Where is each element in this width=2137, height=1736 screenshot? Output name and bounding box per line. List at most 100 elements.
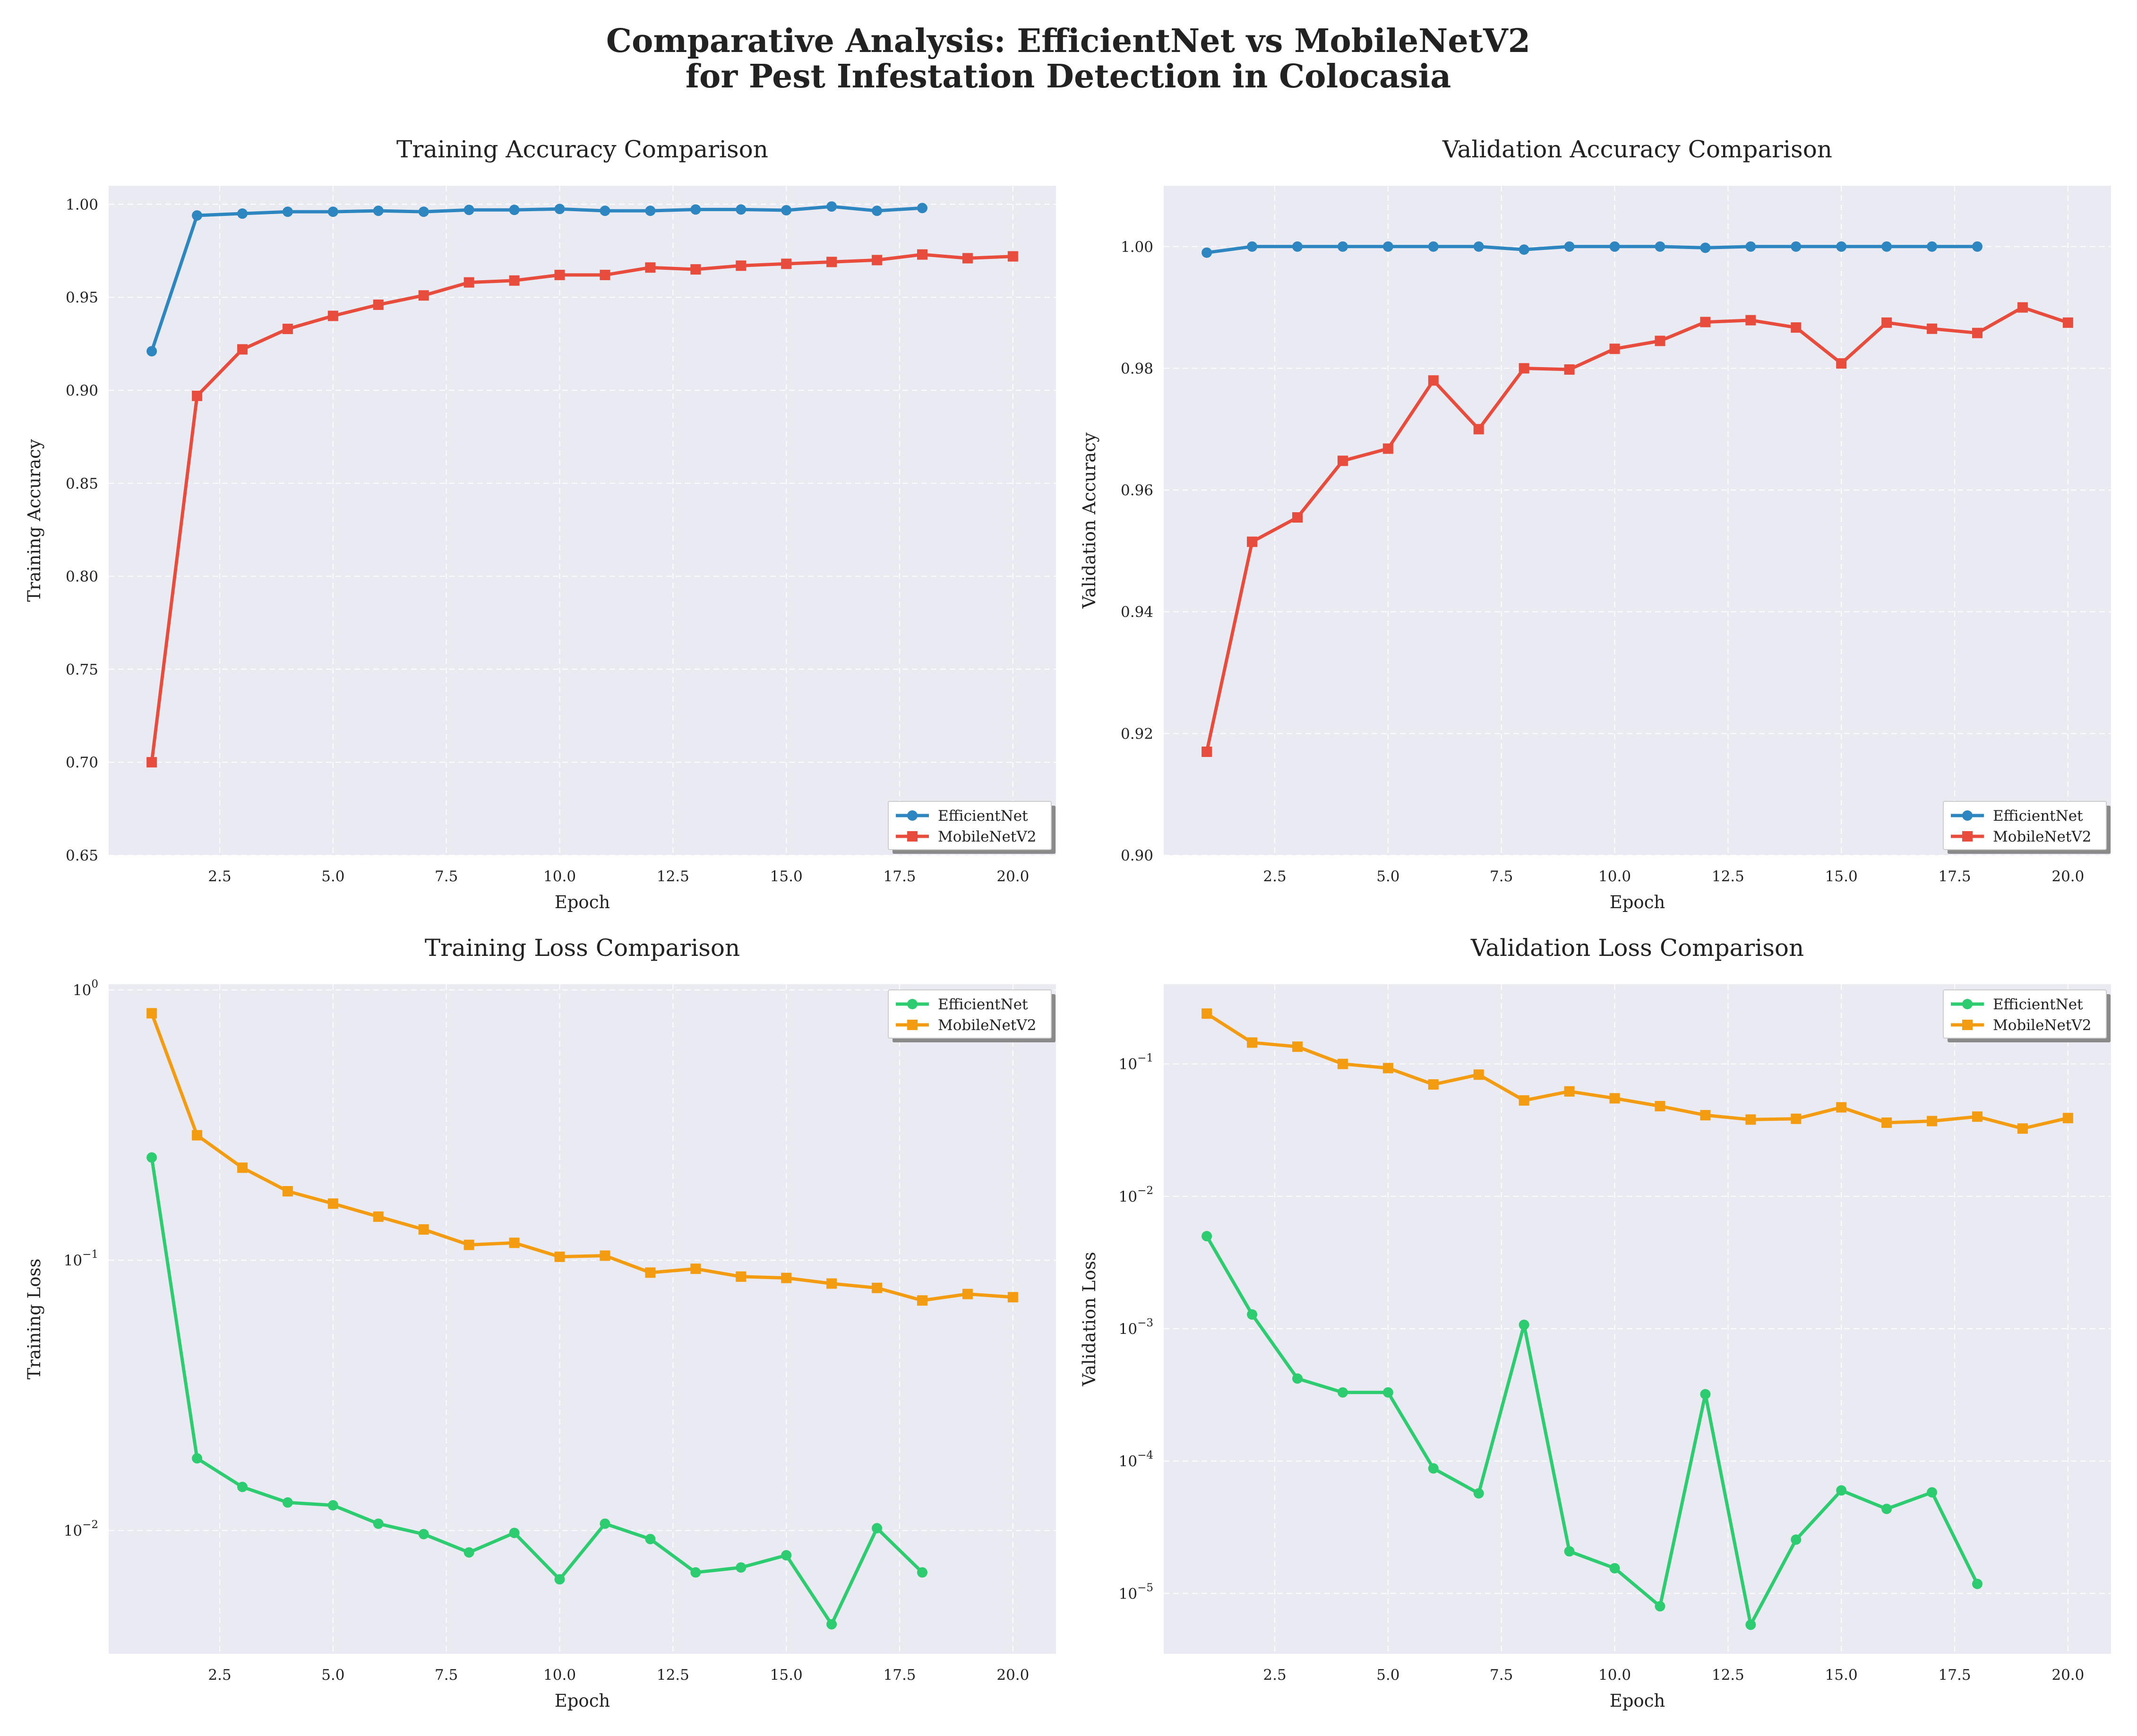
data-point	[690, 1263, 701, 1274]
data-point	[872, 1523, 883, 1534]
data-point	[826, 257, 837, 267]
data-point	[509, 205, 520, 215]
legend-marker	[907, 1020, 918, 1030]
data-point	[1881, 241, 1892, 252]
data-point	[1836, 358, 1847, 369]
series-mobilenetv2	[146, 249, 1018, 768]
data-point	[554, 1251, 565, 1262]
x-tick-label: 15.0	[770, 1667, 803, 1684]
data-point	[1337, 455, 1348, 466]
data-point	[1609, 1563, 1620, 1573]
data-point	[1247, 1309, 1258, 1320]
data-point	[418, 206, 429, 217]
data-point	[1655, 1100, 1665, 1111]
x-tick-label: 10.0	[543, 868, 576, 885]
data-point	[192, 1453, 203, 1464]
y-tick-exponent: −2	[82, 1519, 98, 1531]
x-axis-label: Epoch	[1610, 892, 1665, 912]
data-point	[1473, 241, 1484, 252]
data-point	[1202, 247, 1212, 258]
data-point	[1382, 1063, 1393, 1074]
series-efficientnet	[1202, 1231, 1983, 1630]
legend-marker	[907, 831, 918, 842]
data-point	[1564, 364, 1575, 375]
data-point	[554, 1574, 565, 1585]
data-point	[1519, 244, 1529, 255]
data-point	[282, 324, 293, 335]
data-point	[826, 201, 837, 212]
legend-label: MobileNetV2	[938, 1017, 1036, 1034]
data-point	[781, 1550, 792, 1561]
data-point	[1247, 536, 1258, 547]
y-tick-label: 10−3	[1119, 1317, 1153, 1338]
data-point	[1337, 1387, 1348, 1398]
data-point	[463, 1239, 474, 1250]
data-point	[327, 206, 338, 217]
data-point	[418, 290, 429, 301]
y-tick-label: 0.94	[1121, 604, 1153, 621]
series-efficientnet	[146, 201, 927, 357]
data-point	[1473, 1488, 1484, 1499]
data-point	[826, 1619, 837, 1630]
legend-box	[1943, 801, 2107, 850]
data-point	[1202, 1231, 1212, 1242]
y-axis-label: Validation Loss	[1079, 1252, 1099, 1386]
data-point	[645, 1267, 656, 1278]
x-tick-label: 12.5	[657, 868, 689, 885]
y-tick-exponent: −4	[1137, 1449, 1153, 1461]
x-tick-label: 15.0	[1825, 868, 1858, 885]
data-point	[872, 255, 883, 266]
data-point	[554, 204, 565, 215]
data-point	[690, 204, 701, 215]
y-tick-label: 0.70	[66, 754, 98, 771]
data-point	[917, 249, 927, 260]
series-line	[150, 1157, 924, 1626]
y-tick-label: 0.90	[1121, 847, 1153, 864]
x-tick-label: 7.5	[435, 1667, 458, 1684]
data-point	[690, 264, 701, 275]
data-point	[2017, 302, 2028, 313]
data-point	[1655, 1601, 1665, 1612]
data-point	[1881, 317, 1892, 328]
data-point	[1972, 1111, 1983, 1122]
data-point	[736, 260, 747, 271]
data-point	[1836, 241, 1847, 252]
data-point	[1382, 1387, 1393, 1398]
data-point	[645, 262, 656, 273]
y-tick-base: 10	[64, 1522, 82, 1539]
plot-area	[1164, 984, 2111, 1654]
chart-panel-4: Validation Loss Comparison Epoch Validatio…	[1079, 934, 2111, 1711]
data-point	[872, 1282, 883, 1293]
legend-marker	[907, 999, 918, 1009]
y-tick-base: 10	[1119, 1056, 1137, 1073]
chart-title: Validation Accuracy Comparison	[1442, 136, 1832, 163]
y-tick-label: 10−5	[1119, 1581, 1153, 1602]
data-point	[282, 1186, 293, 1197]
data-point	[1791, 322, 1802, 333]
y-tick-base: 10	[1119, 1453, 1137, 1470]
y-tick-label: 0.98	[1121, 360, 1153, 377]
x-tick-label: 2.5	[208, 1667, 231, 1684]
data-point	[1927, 1116, 1938, 1126]
y-tick-base: 10	[64, 1252, 82, 1269]
data-point	[1007, 1292, 1018, 1303]
chart-panel-3: Training Loss Comparison Epoch Training Lo…	[24, 934, 1056, 1711]
data-point	[826, 1278, 837, 1289]
y-tick-label: 10−1	[1119, 1052, 1153, 1073]
data-point	[1745, 1619, 1756, 1630]
data-point	[373, 1211, 384, 1222]
x-tick-label: 15.0	[770, 868, 803, 885]
data-point	[1428, 241, 1439, 252]
data-point	[1292, 241, 1303, 252]
y-axis-label: Validation Accuracy	[1079, 432, 1099, 609]
data-point	[1927, 241, 1938, 252]
data-point	[373, 206, 384, 216]
series-efficientnet	[1202, 241, 1983, 258]
data-point	[1972, 241, 1983, 252]
data-point	[237, 1481, 248, 1492]
y-tick-label: 10−1	[64, 1248, 98, 1269]
y-tick-label: 0.96	[1121, 482, 1153, 499]
x-axis-label: Epoch	[555, 892, 610, 912]
x-tick-label: 2.5	[1263, 1667, 1286, 1684]
